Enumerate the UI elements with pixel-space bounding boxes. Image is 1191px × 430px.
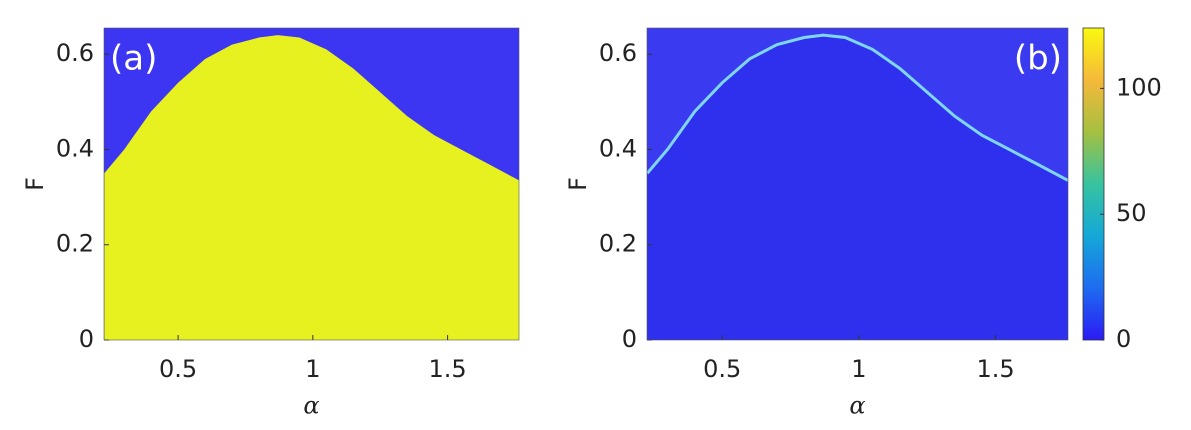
plot-frame — [103, 27, 520, 341]
y-tick-label: 0.4 — [56, 134, 94, 162]
colorbar — [1082, 27, 1105, 341]
x-tick-label: 1.5 — [429, 355, 467, 383]
area — [647, 35, 1068, 340]
area — [104, 35, 519, 340]
colorbar-tick-label: 50 — [1116, 199, 1147, 227]
y-tick-label: 0.4 — [599, 134, 637, 162]
y-tick-label: 0 — [79, 325, 94, 353]
panel-label: (b) — [1014, 39, 1062, 79]
colorbar-tick-label: 100 — [1116, 73, 1162, 101]
y-tick-label: 0 — [622, 325, 637, 353]
y-axis-label: F — [21, 177, 49, 191]
y-axis-label: F — [564, 177, 592, 191]
x-tick-label: 0.5 — [703, 355, 741, 383]
y-tick-label: 0.2 — [56, 230, 94, 258]
plot-frame — [646, 27, 1069, 341]
y-tick-label: 0.2 — [599, 230, 637, 258]
x-tick-label: 1.5 — [976, 355, 1014, 383]
y-tick-label: 0.6 — [599, 39, 637, 67]
colorbar-tick-label: 0 — [1116, 325, 1131, 353]
boundary-line — [647, 33, 1068, 182]
panel-label: (a) — [110, 39, 157, 79]
x-tick-label: 0.5 — [159, 355, 197, 383]
x-axis-label: α — [849, 392, 865, 420]
x-axis-label: α — [303, 392, 319, 420]
y-tick-label: 0.6 — [56, 39, 94, 67]
x-tick-label: 1 — [851, 355, 866, 383]
x-tick-label: 1 — [305, 355, 320, 383]
